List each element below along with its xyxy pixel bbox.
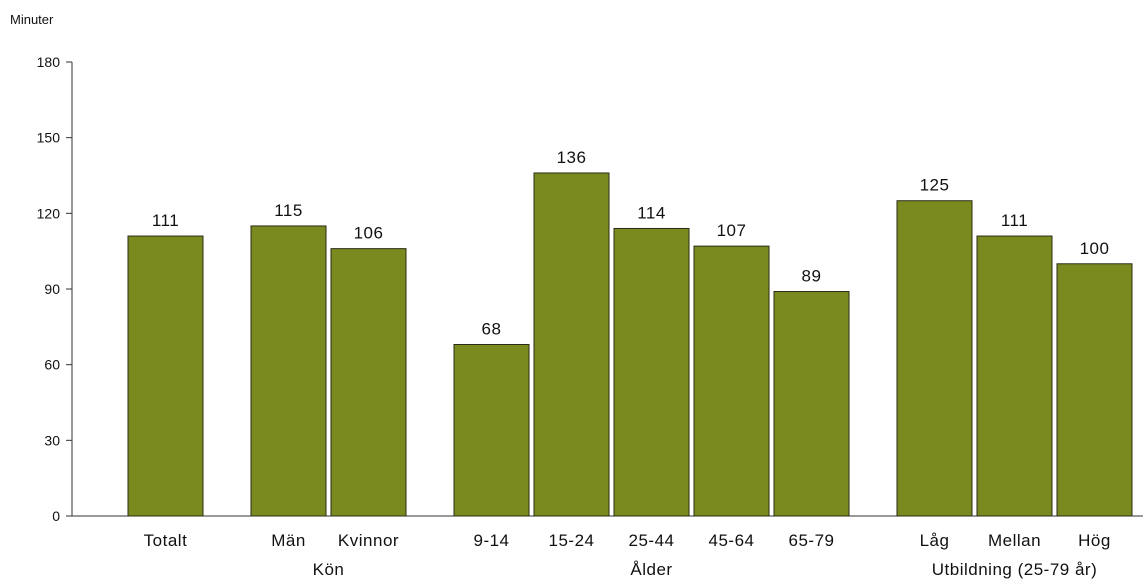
y-tick-label: 0 bbox=[52, 508, 60, 524]
bar bbox=[533, 172, 610, 517]
x-category-label: Kvinnor bbox=[338, 531, 399, 550]
x-category-label: Män bbox=[271, 531, 306, 550]
bar-value-label: 111 bbox=[152, 211, 179, 230]
bar-value-label: 89 bbox=[802, 267, 822, 286]
x-category-label: Totalt bbox=[144, 531, 188, 550]
y-tick-label: 120 bbox=[37, 205, 61, 221]
bar-value-label: 115 bbox=[274, 201, 303, 220]
bars bbox=[127, 172, 1133, 517]
bar bbox=[693, 245, 770, 517]
y-tick-label: 150 bbox=[37, 130, 61, 146]
bar bbox=[250, 225, 327, 517]
x-group-label: Ålder bbox=[630, 560, 672, 579]
bar bbox=[896, 200, 973, 517]
bar bbox=[976, 235, 1053, 517]
x-category-label: 9-14 bbox=[473, 531, 509, 550]
x-category-label: Mellan bbox=[988, 531, 1041, 550]
y-tick-label: 90 bbox=[44, 281, 60, 297]
bar-value-label: 136 bbox=[557, 148, 587, 167]
x-category-label: 45-64 bbox=[709, 531, 755, 550]
x-category-label: Låg bbox=[920, 531, 950, 550]
y-tick-label: 60 bbox=[44, 357, 60, 373]
y-axis-unit-label: Minuter bbox=[10, 12, 54, 27]
bar-value-label: 107 bbox=[717, 221, 747, 240]
bar-value-label: 125 bbox=[920, 176, 950, 195]
bar bbox=[773, 291, 850, 517]
x-group-label: Utbildning (25-79 år) bbox=[932, 560, 1097, 579]
bar-value-label: 100 bbox=[1080, 239, 1110, 258]
bar bbox=[1056, 263, 1133, 517]
bar-value-label: 111 bbox=[1001, 211, 1028, 230]
x-category-label: 65-79 bbox=[789, 531, 835, 550]
y-tick-label: 180 bbox=[37, 54, 61, 70]
bar bbox=[613, 227, 690, 517]
x-group-label: Kön bbox=[313, 560, 345, 579]
bar-value-label: 106 bbox=[354, 224, 384, 243]
bar-value-label: 114 bbox=[637, 203, 666, 222]
bar bbox=[330, 248, 407, 517]
bar bbox=[453, 343, 530, 517]
labels: 111 Totalt 115 Män 106 Kvinnor 68 9-14 136 15-24 1… bbox=[144, 148, 1111, 579]
x-category-label: 15-24 bbox=[549, 531, 595, 550]
x-category-label: Hög bbox=[1078, 531, 1111, 550]
y-tick-label: 30 bbox=[44, 432, 60, 448]
x-category-label: 25-44 bbox=[629, 531, 675, 550]
bar-value-label: 68 bbox=[482, 319, 502, 338]
bar bbox=[127, 235, 204, 517]
